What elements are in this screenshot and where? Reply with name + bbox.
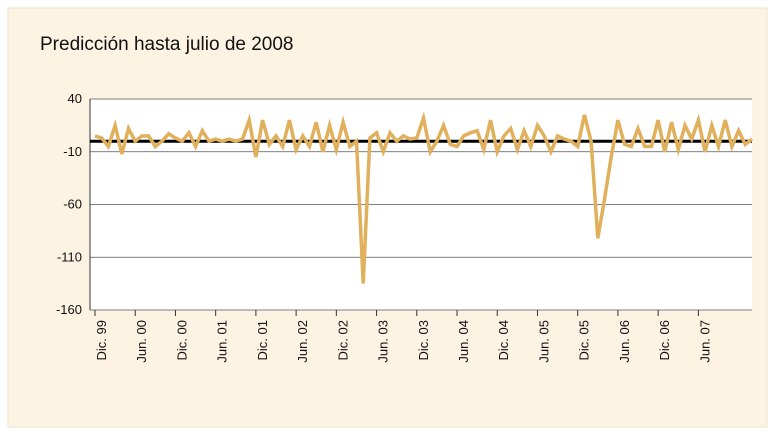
y-tick-label: -160: [56, 302, 82, 317]
x-tick-label: Jun. 05: [536, 320, 551, 363]
chart-title: Predicción hasta julio de 2008: [40, 34, 294, 55]
y-tick-label: -10: [63, 144, 82, 159]
x-tick-label: Dic. 01: [255, 320, 270, 360]
y-tick-label: -110: [57, 249, 82, 264]
x-tick-label: Jun. 06: [617, 320, 632, 363]
x-tick-label: Dic. 00: [174, 320, 189, 360]
x-tick-label: Dic. 04: [496, 320, 511, 360]
y-tick-label: 40: [68, 91, 82, 106]
x-tick-label: Jun. 04: [456, 320, 471, 363]
x-tick-label: Dic. 05: [577, 320, 592, 360]
x-tick-label: Dic. 99: [94, 320, 109, 360]
x-tick-label: Jun. 01: [215, 320, 230, 363]
x-tick-label: Jun. 02: [295, 320, 310, 363]
x-tick-label: Dic. 06: [657, 320, 672, 360]
x-tick-label: Dic. 02: [335, 320, 350, 360]
x-tick-label: Jun. 03: [376, 320, 391, 363]
x-tick-label: Jun. 07: [697, 320, 712, 363]
x-tick-label: Dic. 03: [416, 320, 431, 360]
x-tick-label: Jun. 00: [134, 320, 149, 363]
y-tick-label: -60: [63, 197, 82, 212]
data-line: [94, 111, 754, 284]
